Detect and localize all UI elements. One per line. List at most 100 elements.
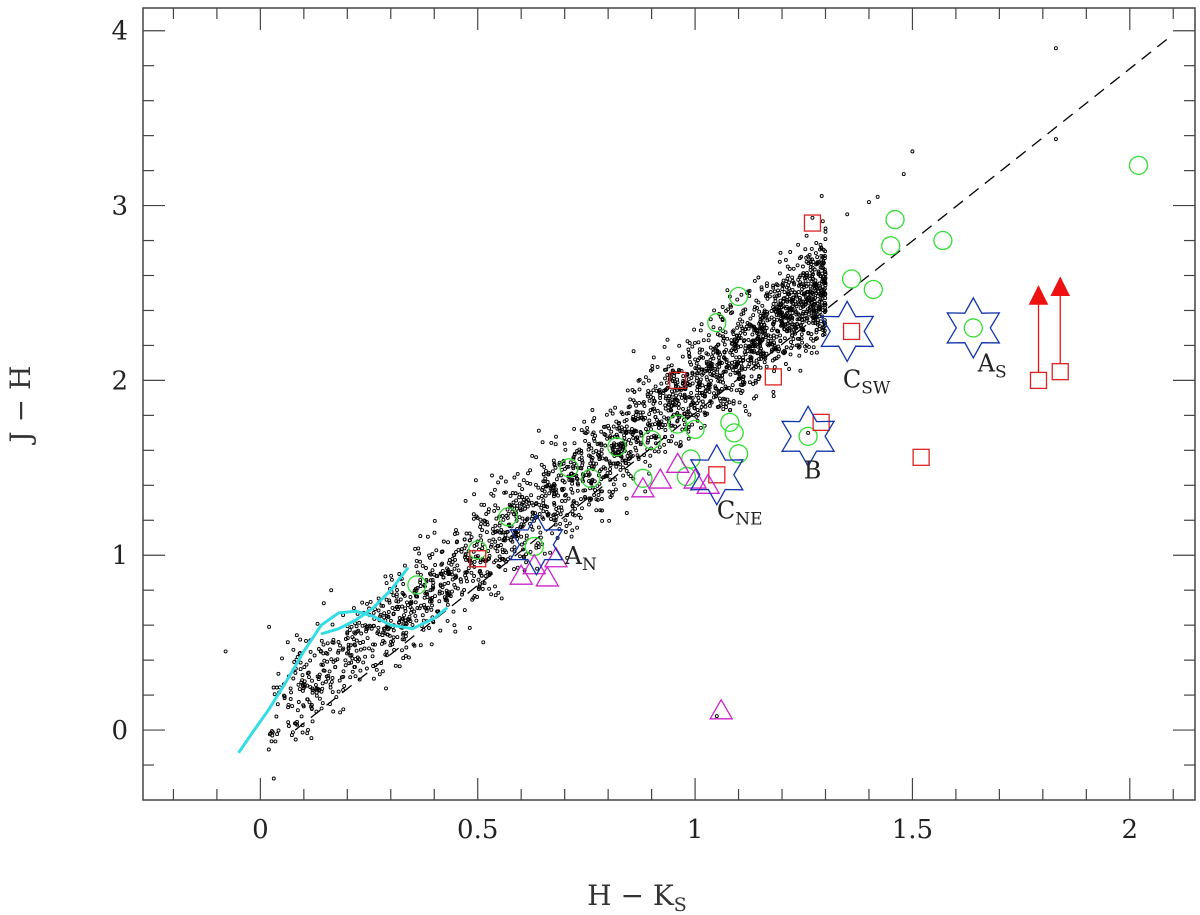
- field-star-point: [310, 688, 315, 693]
- field-star-point: [512, 512, 516, 517]
- field-star-point: [530, 453, 535, 458]
- field-star-point: [735, 362, 740, 367]
- field-star-point: [587, 442, 591, 447]
- field-star-point: [343, 637, 348, 641]
- field-star-point: [695, 388, 700, 393]
- field-star-point: [505, 515, 510, 520]
- field-star-point: [580, 506, 584, 511]
- field-star-point: [690, 400, 695, 405]
- field-star-point: [764, 351, 769, 356]
- field-star-point: [517, 492, 522, 497]
- field-star-point: [719, 386, 724, 391]
- field-star-point: [812, 286, 817, 291]
- field-star-point: [433, 594, 437, 599]
- field-star-point: [614, 419, 619, 424]
- field-star-point: [705, 411, 710, 416]
- field-star-point: [472, 492, 477, 497]
- field-star-point: [814, 310, 818, 315]
- field-star-point: [682, 392, 687, 397]
- field-star-point: [613, 487, 618, 492]
- field-star-point: [467, 538, 472, 543]
- field-star-point: [434, 548, 439, 553]
- field-star-point: [594, 497, 599, 502]
- field-star-point: [720, 377, 725, 382]
- field-star-point: [368, 599, 373, 604]
- field-star-point: [549, 517, 553, 521]
- field-star-point: [750, 332, 755, 337]
- field-star-point: [663, 428, 668, 432]
- field-star-point: [501, 556, 505, 561]
- field-star-point: [645, 392, 650, 397]
- field-star-point: [425, 591, 430, 596]
- field-star-point: [681, 374, 686, 379]
- field-star-point: [725, 288, 730, 293]
- field-star-point: [601, 424, 606, 429]
- field-star-point: [732, 337, 737, 342]
- field-star-point: [386, 614, 391, 619]
- field-star-point: [549, 440, 554, 445]
- field-star-point: [717, 364, 722, 369]
- field-star-point: [308, 685, 313, 690]
- field-star-point: [536, 495, 541, 500]
- field-star-point: [820, 284, 825, 289]
- field-star-point: [409, 599, 414, 604]
- field-star-point: [538, 530, 543, 535]
- field-star-point: [800, 287, 804, 291]
- field-star-point: [432, 518, 437, 523]
- field-star-point: [346, 650, 351, 655]
- field-star-point: [453, 629, 458, 634]
- field-star-point: [781, 283, 786, 288]
- field-star-point: [806, 331, 811, 336]
- field-star-point: [439, 572, 443, 576]
- field-star-point: [771, 390, 776, 394]
- field-star-point: [420, 613, 425, 618]
- field-star-point: [767, 341, 772, 346]
- field-star-point: [772, 317, 777, 322]
- field-star-point: [730, 383, 735, 388]
- field-star-point: [272, 692, 277, 697]
- field-star-point: [767, 317, 772, 322]
- field-star-point: [737, 400, 742, 405]
- field-star-point: [307, 675, 311, 680]
- field-star-point: [765, 293, 770, 297]
- field-star-point: [804, 318, 809, 323]
- field-star-point: [735, 297, 740, 302]
- field-star-point: [492, 508, 497, 513]
- field-star-point: [600, 489, 604, 494]
- field-star-point: [494, 516, 499, 521]
- field-star-point: [295, 722, 300, 727]
- field-star-point: [493, 503, 498, 508]
- field-star-point: [440, 585, 445, 590]
- field-star-point: [395, 635, 400, 640]
- field-star-point: [525, 516, 530, 521]
- field-star-point: [495, 543, 500, 548]
- field-star-point: [542, 551, 547, 556]
- field-star-point: [814, 286, 819, 291]
- field-star-point: [646, 388, 651, 393]
- circle-marker: [885, 209, 905, 230]
- field-star-point: [370, 654, 375, 659]
- field-star-point: [718, 398, 723, 403]
- field-star-point: [796, 242, 801, 247]
- field-star-point: [552, 488, 557, 493]
- field-star-point: [634, 403, 639, 408]
- field-star-point: [324, 679, 328, 684]
- field-star-point: [663, 396, 668, 401]
- source-label: B: [804, 456, 822, 484]
- field-star-point: [723, 369, 728, 374]
- field-star-point: [481, 640, 486, 645]
- field-star-point: [306, 727, 310, 732]
- field-star-point: [741, 358, 745, 363]
- field-star-point: [818, 297, 823, 302]
- field-star-point: [686, 406, 691, 411]
- field-star-point: [689, 375, 694, 380]
- field-star-point: [688, 395, 693, 400]
- field-star-point: [670, 397, 675, 402]
- field-star-point: [771, 322, 775, 326]
- field-star-point: [379, 641, 384, 646]
- field-star-point: [651, 388, 656, 393]
- field-star-point: [397, 620, 402, 624]
- source-label-sub: N: [582, 555, 597, 575]
- field-star-point: [463, 553, 468, 558]
- field-star-point: [290, 704, 295, 709]
